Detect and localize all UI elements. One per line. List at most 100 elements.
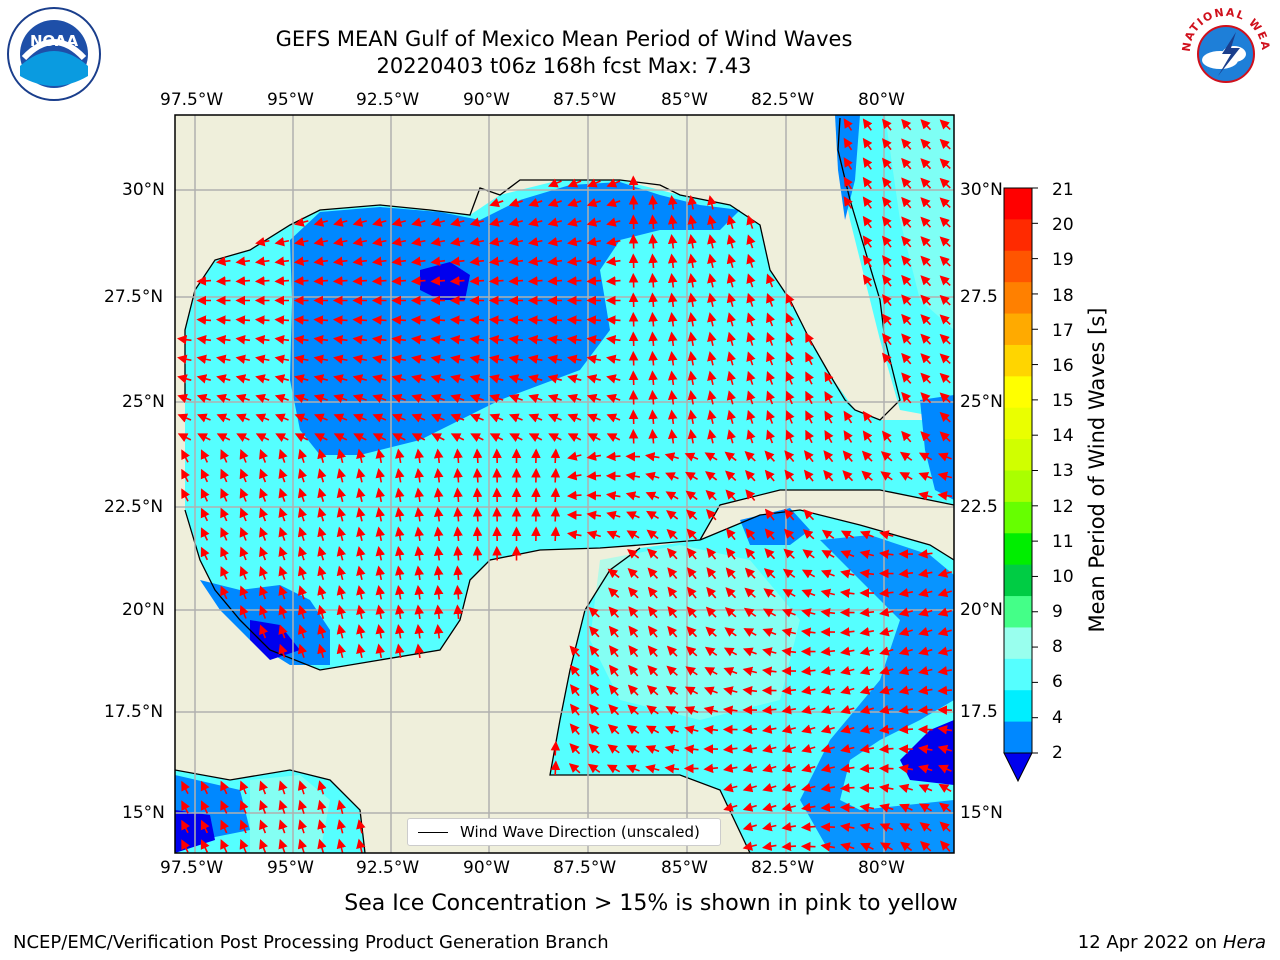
wind-wave-arrow [259, 448, 269, 463]
wind-wave-arrow [824, 429, 834, 444]
wind-wave-arrow [259, 585, 269, 600]
colorbar-cell [1004, 344, 1032, 377]
wind-wave-arrow [414, 487, 424, 503]
wind-wave-arrow [766, 273, 776, 288]
wind-wave-arrow [200, 780, 210, 795]
wind-wave-arrow [879, 685, 894, 695]
wind-wave-arrow [332, 315, 348, 325]
wind-wave-arrow [278, 780, 288, 795]
wind-wave-arrow [489, 237, 504, 247]
wind-wave-arrow [901, 352, 912, 365]
wind-wave-arrow [508, 354, 524, 365]
wind-wave-arrow [567, 217, 582, 227]
wind-wave-arrow [336, 487, 347, 502]
wind-wave-arrow [431, 413, 445, 423]
wind-wave-arrow [313, 315, 329, 325]
wind-wave-arrow [433, 565, 444, 581]
colorbar-cell [1004, 407, 1032, 440]
wind-wave-arrow [391, 354, 407, 365]
wind-wave-arrow [899, 451, 913, 462]
colorbar-cell [1004, 219, 1032, 252]
wind-wave-arrow [901, 118, 912, 131]
wind-wave-arrow [703, 686, 718, 696]
wind-wave-arrow [859, 724, 875, 734]
wind-wave-arrow [939, 255, 951, 267]
wind-wave-arrow [566, 256, 582, 267]
wind-wave-arrow [391, 256, 407, 267]
wind-wave-arrow [548, 413, 562, 423]
wind-wave-arrow [547, 315, 563, 325]
wind-wave-arrow [801, 743, 816, 754]
wind-wave-arrow [278, 604, 288, 619]
wind-wave-arrow [220, 507, 229, 522]
wind-wave-arrow [181, 488, 190, 502]
wind-wave-arrow [859, 646, 874, 656]
wind-wave-arrow [527, 334, 543, 345]
wind-wave-arrow [746, 214, 756, 229]
wind-wave-arrow [687, 273, 697, 288]
wind-wave-arrow [259, 799, 269, 814]
wind-wave-arrow [724, 607, 737, 618]
wind-wave-arrow [862, 118, 873, 131]
wind-wave-arrow [648, 272, 658, 288]
wind-wave-arrow [726, 234, 737, 249]
wind-wave-arrow [920, 294, 932, 306]
wind-wave-arrow [411, 433, 426, 442]
wind-wave-arrow [278, 799, 288, 814]
wind-wave-arrow [235, 334, 251, 345]
wind-wave-arrow [356, 468, 366, 483]
wind-wave-arrow [901, 313, 912, 326]
wind-wave-arrow [254, 256, 270, 267]
wind-wave-arrow [843, 157, 853, 170]
wind-wave-arrow [254, 334, 270, 345]
wind-wave-arrow [336, 838, 347, 853]
wind-wave-arrow [372, 433, 387, 442]
wind-wave-arrow [648, 311, 658, 327]
wind-wave-arrow [800, 822, 816, 832]
wind-wave-arrow [606, 393, 621, 404]
wind-wave-arrow [705, 606, 717, 618]
wind-wave-arrow [920, 197, 932, 209]
wind-wave-arrow [686, 509, 698, 521]
wind-wave-arrow [352, 393, 367, 404]
wind-wave-arrow [259, 468, 269, 483]
wind-wave-arrow [722, 705, 738, 715]
wind-wave-arrow [820, 724, 835, 734]
wind-wave-arrow [606, 217, 621, 227]
wind-wave-arrow [722, 744, 738, 754]
wind-wave-arrow [215, 276, 231, 286]
wind-wave-arrow [802, 529, 815, 540]
wind-wave-arrow [707, 429, 717, 444]
wind-wave-arrow [372, 237, 387, 247]
wind-wave-arrow [197, 413, 211, 423]
colorbar-tick: 19 [1052, 250, 1074, 270]
colorbar-cell [1004, 721, 1032, 754]
wind-wave-arrow [550, 487, 561, 503]
wind-wave-arrow [881, 352, 892, 365]
wind-wave-arrow [372, 217, 387, 227]
wind-wave-arrow [705, 489, 717, 501]
wind-wave-arrow [938, 783, 952, 793]
wind-wave-arrow [647, 625, 658, 638]
wind-wave-arrow [411, 354, 426, 365]
wind-wave-arrow [372, 413, 387, 423]
wind-wave-arrow [703, 724, 719, 735]
wind-wave-arrow [862, 254, 873, 268]
wind-wave-arrow [647, 606, 658, 619]
wind-wave-arrow [297, 487, 308, 502]
wind-wave-arrow [586, 374, 601, 384]
wind-wave-arrow [606, 764, 621, 774]
wind-wave-arrow [766, 429, 776, 444]
colorbar-tick: 6 [1052, 672, 1063, 692]
wind-wave-arrow [294, 237, 309, 247]
wind-wave-arrow [880, 842, 893, 852]
wind-wave-arrow [918, 665, 933, 676]
wind-wave-arrow [803, 509, 815, 521]
wind-wave-arrow [862, 274, 873, 287]
colorbar-cell [1004, 188, 1032, 220]
wind-wave-arrow [647, 586, 658, 599]
colorbar-cell [1004, 439, 1032, 471]
wind-wave-arrow [646, 685, 659, 696]
wind-wave-arrow [259, 507, 269, 522]
